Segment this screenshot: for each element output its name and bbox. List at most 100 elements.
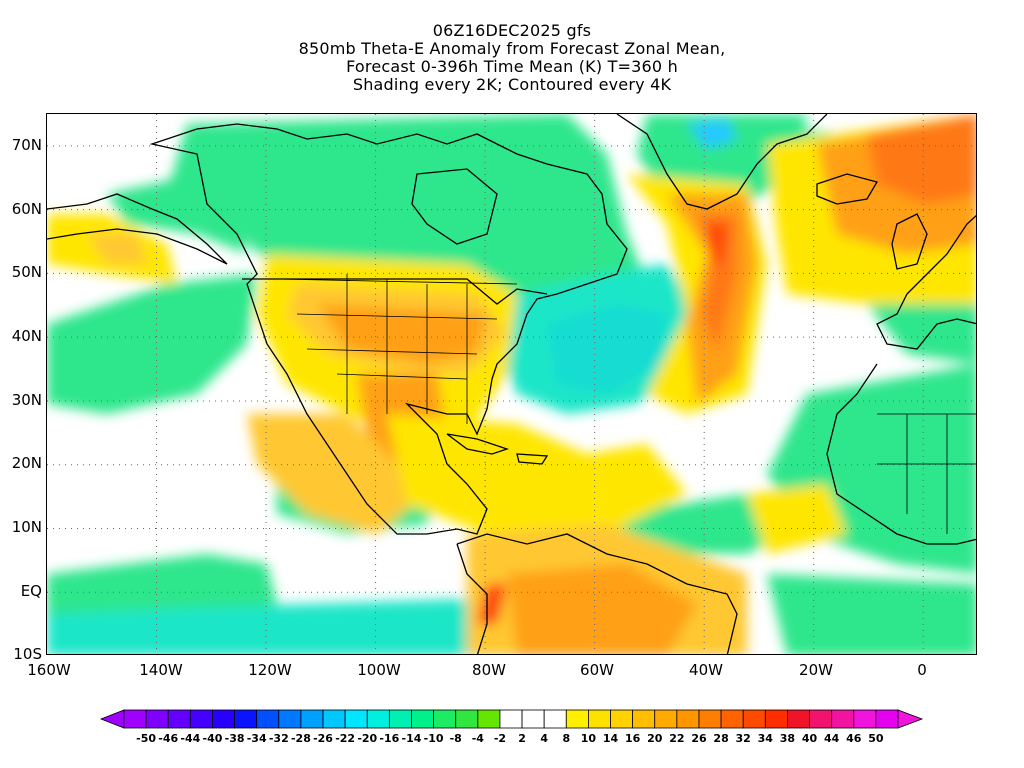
colorbar-swatch bbox=[344, 709, 368, 729]
lon-label-0: 0 bbox=[917, 661, 927, 679]
colorbar-label: -44 bbox=[180, 732, 201, 745]
title-line-4: Shading every 2K; Contoured every 4K bbox=[352, 75, 672, 94]
colorbar-right-arrow bbox=[897, 709, 924, 729]
colorbar-label: 16 bbox=[624, 732, 641, 745]
lat-label-10n: 10N bbox=[11, 518, 42, 536]
colorbar-swatch bbox=[698, 709, 722, 729]
europe-peak-positive-anomaly bbox=[867, 114, 976, 204]
colorbar-label: -14 bbox=[401, 732, 422, 745]
colorbar-swatch bbox=[300, 709, 324, 729]
colorbar bbox=[99, 709, 924, 729]
mid-atlantic-plume-peak bbox=[707, 224, 727, 264]
lon-label-20w: 20W bbox=[799, 661, 833, 679]
south-atlantic-negative-anomaly bbox=[767, 574, 976, 654]
lon-label-160w: 160W bbox=[27, 661, 71, 679]
colorbar-swatch bbox=[588, 709, 611, 729]
colorbar-swatch bbox=[145, 709, 169, 729]
south-pacific-negative-anomaly bbox=[47, 599, 477, 654]
colorbar-swatch bbox=[543, 709, 567, 729]
gulf-of-guinea-positive-anomaly bbox=[747, 484, 847, 554]
colorbar-label: 28 bbox=[713, 732, 729, 745]
lon-label-140w: 140W bbox=[139, 661, 183, 679]
colorbar-label: -22 bbox=[335, 732, 356, 745]
us-inner-positive-anomaly bbox=[317, 304, 487, 364]
anomaly-shading bbox=[47, 114, 976, 654]
colorbar-left-arrow bbox=[99, 709, 125, 729]
alaska-coastline bbox=[47, 193, 228, 265]
north-pacific-core-positive bbox=[87, 234, 147, 264]
andes-strong-positive-anomaly bbox=[477, 584, 507, 624]
colorbar-label: -8 bbox=[449, 732, 462, 745]
lat-label-70n: 70N bbox=[11, 136, 42, 154]
south-america-coastline bbox=[456, 533, 738, 654]
colorbar-swatch bbox=[234, 709, 258, 729]
colorbar-label: -26 bbox=[313, 732, 333, 745]
colorbar-label: -32 bbox=[268, 732, 289, 745]
colorbar-swatch bbox=[875, 709, 899, 729]
british-isles-coastline bbox=[891, 213, 928, 270]
west-africa-borders bbox=[877, 413, 976, 534]
colorbar-label: 8 bbox=[562, 732, 571, 745]
colorbar-label: 2 bbox=[518, 732, 526, 745]
title-line-3: Forecast 0-396h Time Mean (K) T=360 h bbox=[346, 57, 678, 76]
colorbar-label: 14 bbox=[602, 732, 619, 745]
hudson-bay-coastline bbox=[411, 168, 498, 245]
colorbar-swatch bbox=[433, 709, 457, 729]
colorbar-swatch bbox=[499, 709, 523, 729]
colorbar-label: 4 bbox=[540, 732, 548, 745]
lat-label-60n: 60N bbox=[11, 200, 42, 218]
colorbar-swatch bbox=[123, 709, 147, 729]
us-state-boundaries bbox=[276, 274, 518, 424]
south-america-core-positive-anomaly bbox=[507, 564, 697, 654]
colorbar-label: 40 bbox=[801, 732, 818, 745]
colorbar-swatch bbox=[676, 709, 700, 729]
lon-label-120w: 120W bbox=[248, 661, 292, 679]
north-america-coastline bbox=[149, 123, 628, 535]
us-canada-border bbox=[242, 278, 548, 305]
lon-label-60w: 60W bbox=[580, 661, 614, 679]
colorbar-label: -40 bbox=[202, 732, 223, 745]
colorbar-swatch bbox=[742, 709, 766, 729]
greenland-blue-spot bbox=[687, 119, 737, 149]
colorbar-label: 20 bbox=[647, 732, 663, 745]
colorbar-label: 50 bbox=[868, 732, 884, 745]
colorbar-label: 34 bbox=[757, 732, 773, 745]
colorbar-swatch bbox=[388, 709, 412, 729]
colorbar-label: -16 bbox=[379, 732, 400, 745]
colorbar-label: -2 bbox=[493, 732, 507, 745]
colorbar-swatch bbox=[278, 709, 302, 729]
europe-coastline bbox=[876, 214, 976, 350]
colorbar-swatch bbox=[256, 709, 280, 729]
colorbar-swatch bbox=[720, 709, 744, 729]
colorbar-swatch bbox=[764, 709, 788, 729]
coastlines bbox=[47, 114, 976, 654]
colorbar-label: -46 bbox=[158, 732, 179, 745]
colorbar-label: 44 bbox=[824, 732, 840, 745]
map-plot bbox=[47, 114, 976, 654]
colorbar-label: -20 bbox=[357, 732, 378, 745]
colorbar-label: -38 bbox=[224, 732, 245, 745]
lat-label-10s: 10S bbox=[13, 645, 42, 663]
colorbar-swatch bbox=[521, 709, 545, 729]
alaska-negative-anomaly bbox=[107, 174, 247, 254]
colorbar-label: -4 bbox=[471, 732, 484, 745]
lat-label-40n: 40N bbox=[11, 327, 42, 345]
colorbar-swatch bbox=[831, 709, 855, 729]
colorbar-label: -50 bbox=[136, 732, 157, 745]
mid-atlantic-plume-core bbox=[697, 214, 737, 354]
colorbar-swatch bbox=[610, 709, 634, 729]
colorbar-swatch bbox=[411, 709, 435, 729]
title-line-2: 850mb Theta-E Anomaly from Forecast Zona… bbox=[298, 39, 726, 58]
colorbar-swatch bbox=[565, 709, 589, 729]
colorbar-label: 26 bbox=[691, 732, 707, 745]
colorbar-label: -10 bbox=[423, 732, 444, 745]
colorbar-label: 22 bbox=[669, 732, 685, 745]
colorbar-swatch bbox=[189, 709, 213, 729]
colorbar-swatch bbox=[366, 709, 390, 729]
colorbar-swatch bbox=[809, 709, 833, 729]
title-line-1: 06Z16DEC2025 gfs bbox=[432, 21, 592, 40]
tropical-pacific-negative-anomaly bbox=[47, 554, 277, 614]
colorbar-label: -28 bbox=[290, 732, 311, 745]
mexico-positive-anomaly bbox=[247, 414, 427, 534]
grid-lines bbox=[47, 114, 976, 654]
